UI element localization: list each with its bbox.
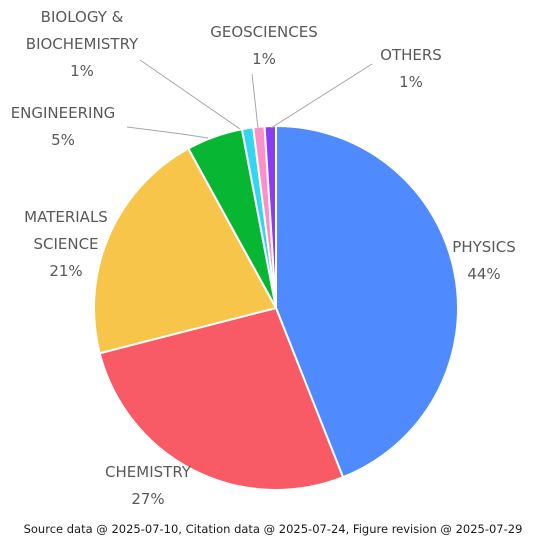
- slice-category-label: CHEMISTRY: [105, 463, 192, 481]
- pie-slice-physics: [275, 125, 459, 479]
- pie-slice-materials-science: [93, 147, 277, 355]
- slice-category-label: MATERIALS: [24, 208, 108, 226]
- slice-category-label: BIOCHEMISTRY: [26, 35, 139, 53]
- leader-line: [126, 126, 209, 139]
- slice-label: GEOSCIENCES 1%: [210, 23, 318, 68]
- slice-value-label: 21%: [49, 262, 82, 280]
- slice-category-label: SCIENCE: [33, 235, 98, 253]
- leader-lines: [126, 59, 373, 139]
- leader-line: [139, 59, 241, 130]
- slice-value-label: 1%: [399, 73, 423, 91]
- pie-slices: [93, 125, 459, 491]
- slice-category-label: OTHERS: [380, 46, 442, 64]
- slice-category-label: ENGINEERING: [11, 104, 116, 122]
- slice-label: PHYSICS 44%: [452, 238, 515, 283]
- leader-line: [251, 73, 259, 129]
- footer-note: Source data @ 2025-07-10, Citation data …: [23, 522, 523, 536]
- slice-label: BIOLOGY & BIOCHEMISTRY 1%: [26, 8, 139, 80]
- slice-label: MATERIALS SCIENCE 21%: [24, 208, 108, 280]
- slice-value-label: 5%: [51, 131, 75, 149]
- slice-value-label: 44%: [467, 265, 500, 283]
- slice-label: CHEMISTRY 27%: [105, 463, 192, 508]
- slice-category-label: BIOLOGY &: [41, 8, 124, 26]
- slice-category-label: GEOSCIENCES: [210, 23, 318, 41]
- leader-line: [270, 63, 373, 129]
- slice-category-label: PHYSICS: [452, 238, 515, 256]
- slice-label: ENGINEERING 5%: [11, 104, 116, 149]
- slice-value-label: 27%: [131, 490, 164, 508]
- pie-slice-chemistry: [98, 307, 344, 491]
- slice-labels: PHYSICS 44% CHEMISTRY 27% MATERIALS SCIENCE 21…: [11, 8, 516, 508]
- pie-slice-others: [263, 125, 277, 309]
- slice-label: OTHERS 1%: [380, 46, 442, 91]
- slice-value-label: 1%: [70, 62, 94, 80]
- slice-value-label: 1%: [252, 50, 276, 68]
